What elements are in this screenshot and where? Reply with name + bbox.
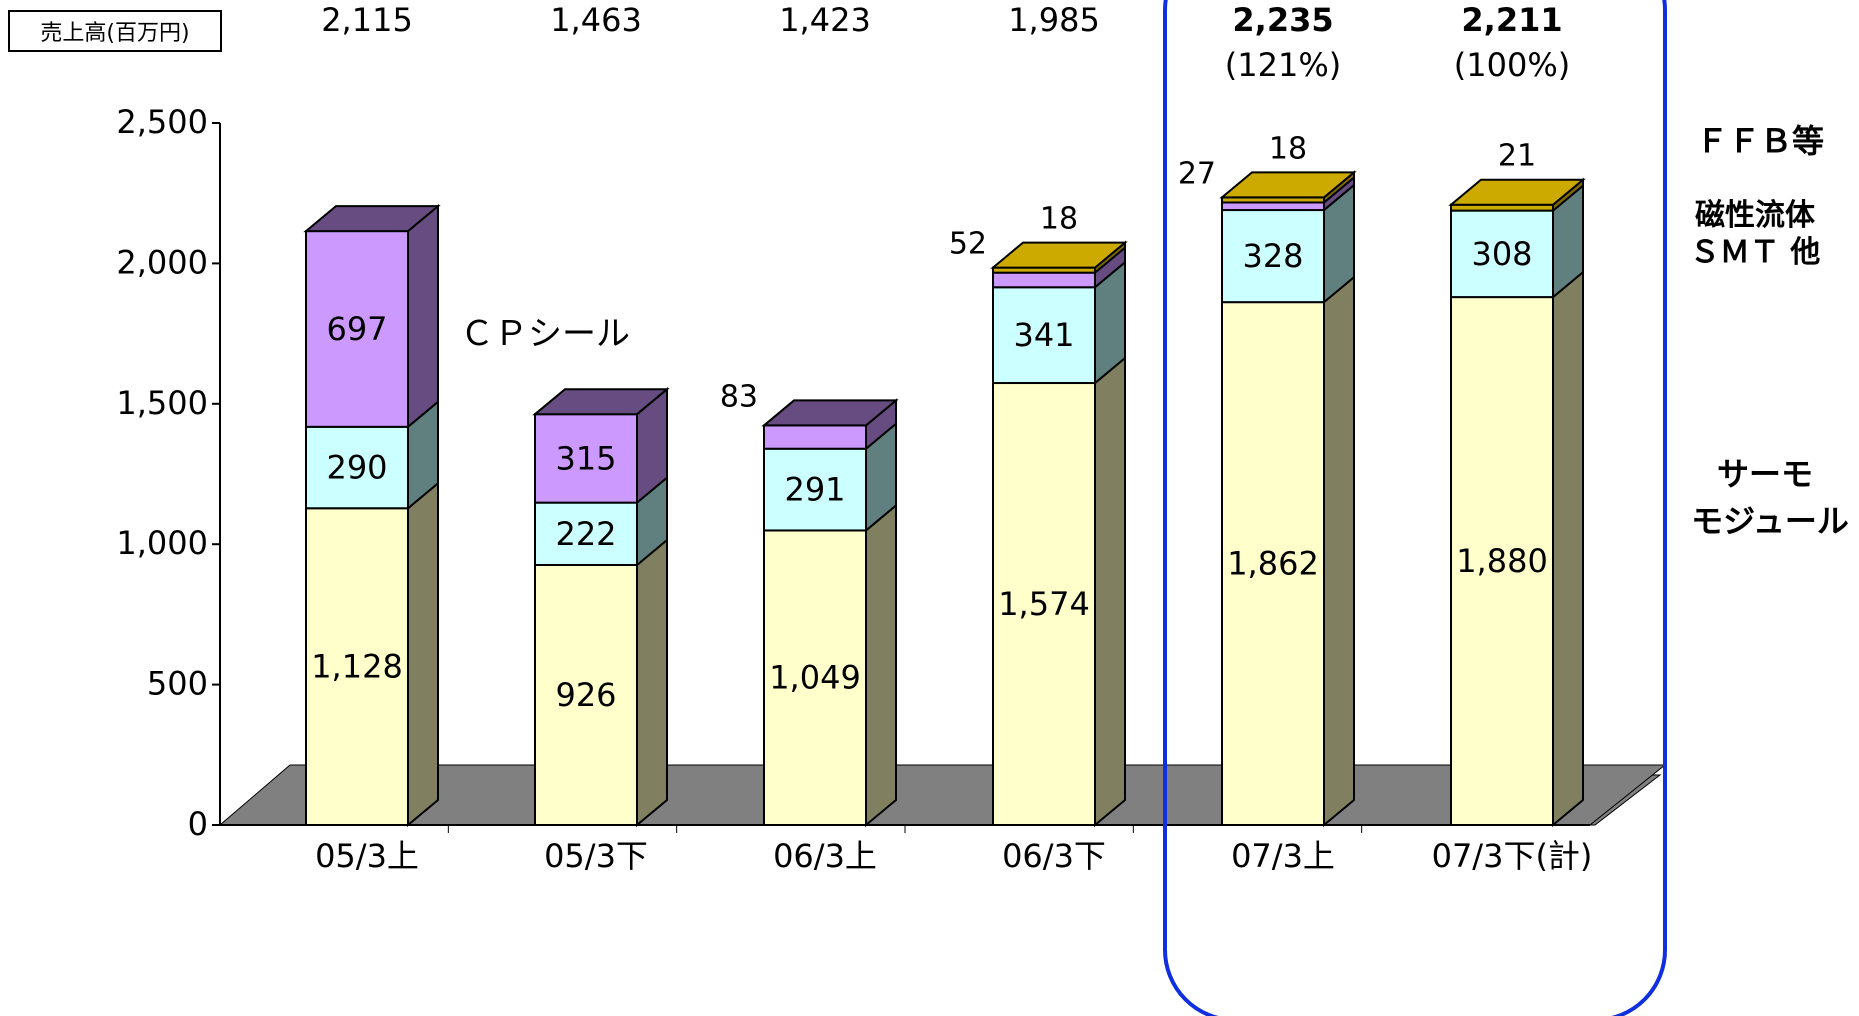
bar-top-ffb: [990, 241, 1128, 269]
bar-side-cpseal: [407, 203, 439, 429]
total-label: 1,423: [779, 1, 871, 39]
total-label: 1,463: [550, 1, 642, 39]
total-label: 2,115: [321, 1, 413, 39]
growth-label: (100%): [1454, 46, 1570, 84]
bar-side-thermo: [636, 537, 668, 828]
data-label-thermo: 1,862: [1227, 545, 1319, 583]
x-tick-label: 06/3下: [1002, 837, 1106, 875]
unit-label: 売上高(百万円): [8, 10, 222, 52]
total-label: 2,211: [1461, 1, 1562, 39]
bar-segment-thermo: [534, 563, 638, 826]
data-label-magnetic: 308: [1471, 235, 1532, 273]
y-tick-label: 2,500: [116, 103, 208, 141]
y-tick-label: 500: [147, 665, 208, 703]
y-tick-label: 0: [188, 805, 208, 843]
data-label-cpseal: 315: [555, 439, 616, 477]
data-label-ffb: 21: [1498, 139, 1536, 174]
data-label-thermo: 1,128: [311, 648, 403, 686]
series-label-ffb: ＦＦＢ等: [1696, 122, 1824, 160]
data-label-thermo: 1,574: [998, 585, 1090, 623]
bar-segment-cpseal: [1221, 201, 1325, 212]
data-label-thermo: 926: [555, 676, 616, 714]
data-label-magnetic: 291: [784, 471, 845, 509]
x-tick-label: 07/3上: [1231, 837, 1335, 875]
data-label-magnetic: 290: [326, 449, 387, 487]
bar-side-thermo: [865, 503, 897, 828]
bar-segment-thermo: [763, 529, 867, 826]
highlight-box: [1163, 0, 1667, 1016]
y-tick-label: 1,500: [116, 384, 208, 422]
bar-top-cpseal: [761, 399, 899, 427]
bar-top-ffb: [1448, 178, 1586, 206]
data-label-magnetic: 341: [1013, 316, 1074, 354]
series-label-thermo: サーモ: [1717, 455, 1813, 493]
data-label-cpseal: 697: [326, 310, 387, 348]
bar-side-thermo: [407, 481, 439, 828]
x-tick-label: 05/3下: [544, 837, 648, 875]
data-label-cpseal: 27: [1178, 156, 1216, 191]
y-tick-label: 2,000: [116, 243, 208, 281]
data-label-ffb: 18: [1040, 202, 1078, 237]
series-label-magnetic: 磁性流体: [1695, 198, 1816, 233]
data-label-thermo: 1,049: [769, 659, 861, 697]
bar-segment-thermo: [992, 382, 1096, 826]
growth-label: (121%): [1225, 46, 1341, 84]
bar-segment-thermo: [305, 507, 409, 826]
bar-segment-magnetic: [1450, 209, 1554, 299]
data-label-magnetic: 328: [1242, 237, 1303, 275]
total-label: 2,235: [1232, 1, 1333, 39]
bar-segment-thermo: [1450, 296, 1554, 826]
total-label: 1,985: [1008, 1, 1100, 39]
bar-top-ffb: [1219, 171, 1357, 199]
y-tick-label: 1,000: [116, 524, 208, 562]
x-tick-label: 07/3下(計): [1432, 837, 1593, 875]
bar-side-thermo: [1552, 269, 1584, 828]
bar-segment-cpseal: [534, 413, 638, 504]
bar-segment-magnetic: [763, 447, 867, 532]
bar-side-thermo: [1094, 355, 1126, 828]
data-label-ffb: 18: [1269, 131, 1307, 166]
bar-top-cpseal: [303, 205, 441, 233]
x-tick-label: 05/3上: [315, 837, 419, 875]
data-label-cpseal: 83: [720, 379, 758, 414]
x-tick-label: 06/3上: [773, 837, 877, 875]
series-label-smt: ＳＭＴ 他: [1690, 235, 1820, 270]
data-label-thermo: 1,880: [1456, 542, 1548, 580]
data-label-magnetic: 222: [555, 515, 616, 553]
bar-segment-cpseal: [763, 424, 867, 450]
bar-segment-cpseal: [992, 271, 1096, 289]
bar-side-thermo: [1323, 275, 1355, 828]
data-label-cpseal: 52: [949, 227, 987, 262]
series-label-module: モジュール: [1691, 502, 1849, 540]
annotation-cpseal: ＣＰシール: [460, 314, 630, 354]
bar-top-cpseal: [532, 388, 670, 416]
